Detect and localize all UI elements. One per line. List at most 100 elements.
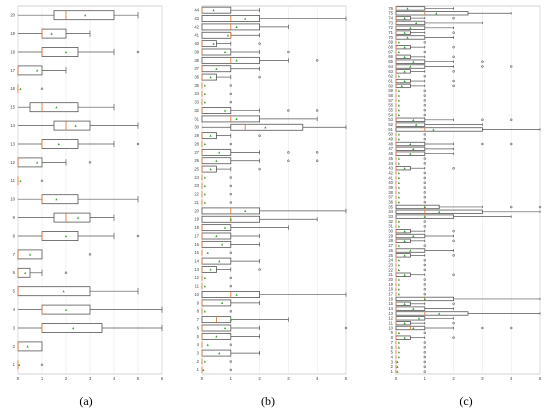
outlier-b-22-0 bbox=[229, 192, 233, 196]
box-a-2 bbox=[17, 341, 43, 352]
outlier-c-63-0 bbox=[452, 70, 455, 73]
outlier-c-35-0 bbox=[509, 205, 513, 209]
outlier-b-40-0 bbox=[258, 42, 261, 45]
mean-marker-b-17 bbox=[215, 234, 218, 238]
mean-marker-c-71 bbox=[403, 31, 406, 34]
y-tick-label-b-1: 1 bbox=[197, 367, 200, 372]
outlier-c-57-0 bbox=[423, 99, 427, 102]
mean-marker-c-10 bbox=[412, 326, 415, 330]
y-tick-label-c-34: 34 bbox=[388, 209, 393, 214]
mean-marker-b-28 bbox=[203, 142, 206, 146]
box-b-13 bbox=[201, 266, 217, 273]
y-tick-label-b-18: 18 bbox=[194, 225, 199, 230]
mean-marker-b-1 bbox=[202, 368, 205, 371]
x-tick-label-a-1: 1 bbox=[41, 376, 44, 381]
panel-a-label: (a) bbox=[79, 394, 92, 408]
box-b-44 bbox=[201, 6, 232, 14]
box-c-75 bbox=[395, 11, 469, 16]
mean-marker-a-20 bbox=[84, 14, 87, 17]
outlier-c-48-0 bbox=[481, 142, 484, 146]
x-tick-label-c-0: 0 bbox=[395, 376, 398, 381]
y-tick-label-c-40: 40 bbox=[388, 180, 393, 185]
mean-marker-c-39 bbox=[397, 186, 400, 189]
outlier-c-2-0 bbox=[423, 365, 427, 368]
mean-marker-a-9 bbox=[76, 216, 80, 219]
outlier-b-12-0 bbox=[229, 276, 233, 280]
box-c-63 bbox=[395, 69, 411, 74]
box-c-74 bbox=[395, 15, 411, 21]
y-tick-label-c-4: 4 bbox=[391, 354, 394, 359]
outlier-b-25-0 bbox=[258, 167, 261, 171]
y-tick-label-b-38: 38 bbox=[194, 58, 199, 63]
mean-marker-c-66 bbox=[403, 55, 406, 58]
mean-marker-b-37 bbox=[215, 67, 218, 70]
outlier-b-15-0 bbox=[229, 251, 233, 254]
box-a-19 bbox=[41, 28, 67, 39]
outlier-c-56-0 bbox=[423, 104, 427, 107]
mean-marker-c-69 bbox=[397, 41, 400, 44]
y-tick-label-a-18: 18 bbox=[10, 49, 15, 54]
outlier-b-36-0 bbox=[258, 75, 261, 79]
y-tick-label-b-22: 22 bbox=[194, 192, 199, 197]
box-a-13 bbox=[41, 139, 79, 149]
y-tick-label-b-37: 37 bbox=[194, 66, 199, 71]
outlier-c-41-0 bbox=[423, 176, 427, 180]
x-tick-label-c-3: 3 bbox=[481, 376, 484, 381]
mean-marker-a-2 bbox=[26, 345, 29, 348]
box-c-14 bbox=[395, 306, 426, 311]
mean-marker-c-3 bbox=[396, 360, 399, 363]
y-tick-label-a-8: 8 bbox=[13, 233, 16, 238]
y-tick-label-c-41: 41 bbox=[388, 175, 393, 180]
mean-marker-c-63 bbox=[403, 70, 406, 73]
y-tick-label-a-13: 13 bbox=[10, 141, 15, 146]
mean-marker-b-7 bbox=[229, 318, 232, 321]
box-b-29 bbox=[201, 132, 217, 140]
y-tick-label-c-17: 17 bbox=[388, 292, 393, 297]
mean-marker-c-67 bbox=[397, 50, 400, 54]
y-tick-label-a-7: 7 bbox=[13, 252, 16, 257]
outlier-b-4-0 bbox=[229, 343, 233, 346]
outlier-c-37-0 bbox=[423, 196, 427, 199]
y-tick-label-c-7: 7 bbox=[391, 340, 394, 345]
mean-marker-a-18 bbox=[64, 50, 68, 54]
box-c-28 bbox=[395, 238, 411, 243]
mean-marker-b-42 bbox=[235, 25, 238, 29]
outlier-c-35-1 bbox=[538, 205, 542, 209]
mean-marker-b-10 bbox=[235, 293, 238, 296]
box-b-32 bbox=[201, 107, 232, 114]
outlier-c-9-0 bbox=[423, 331, 427, 335]
mean-marker-b-43 bbox=[244, 17, 247, 20]
outlier-c-32-0 bbox=[423, 220, 427, 223]
y-tick-label-b-8: 8 bbox=[197, 309, 200, 314]
outlier-b-38-0 bbox=[315, 59, 319, 62]
mean-marker-c-72 bbox=[409, 26, 412, 29]
mean-marker-a-6 bbox=[24, 271, 27, 274]
y-tick-label-c-48: 48 bbox=[388, 141, 393, 146]
mean-marker-c-26 bbox=[409, 249, 412, 252]
y-tick-label-c-60: 60 bbox=[388, 83, 393, 88]
outlier-c-36-0 bbox=[423, 200, 427, 204]
x-tick-label-a-0: 0 bbox=[17, 376, 20, 381]
mean-marker-c-49 bbox=[397, 138, 400, 141]
box-c-30 bbox=[395, 229, 411, 234]
y-tick-label-c-72: 72 bbox=[388, 25, 393, 30]
mean-marker-c-31 bbox=[397, 225, 400, 228]
outlier-b-11-0 bbox=[229, 284, 233, 288]
mean-marker-c-43 bbox=[403, 167, 406, 170]
y-tick-label-c-21: 21 bbox=[388, 272, 393, 277]
x-tick-label-b-5: 5 bbox=[345, 376, 348, 381]
outlier-c-11-0 bbox=[452, 321, 455, 325]
y-tick-label-c-65: 65 bbox=[388, 59, 393, 64]
y-tick-label-c-74: 74 bbox=[388, 16, 393, 21]
y-tick-label-b-17: 17 bbox=[194, 233, 199, 238]
box-a-3 bbox=[41, 323, 103, 333]
y-tick-label-c-1: 1 bbox=[391, 369, 394, 374]
outlier-c-22-0 bbox=[423, 268, 427, 272]
y-tick-label-a-20: 20 bbox=[10, 13, 15, 18]
y-tick-label-c-69: 69 bbox=[388, 40, 393, 45]
box-c-71 bbox=[395, 30, 411, 35]
mean-marker-b-4 bbox=[206, 343, 209, 346]
outlier-b-29-0 bbox=[258, 134, 261, 137]
outlier-a-13-0 bbox=[136, 142, 140, 146]
